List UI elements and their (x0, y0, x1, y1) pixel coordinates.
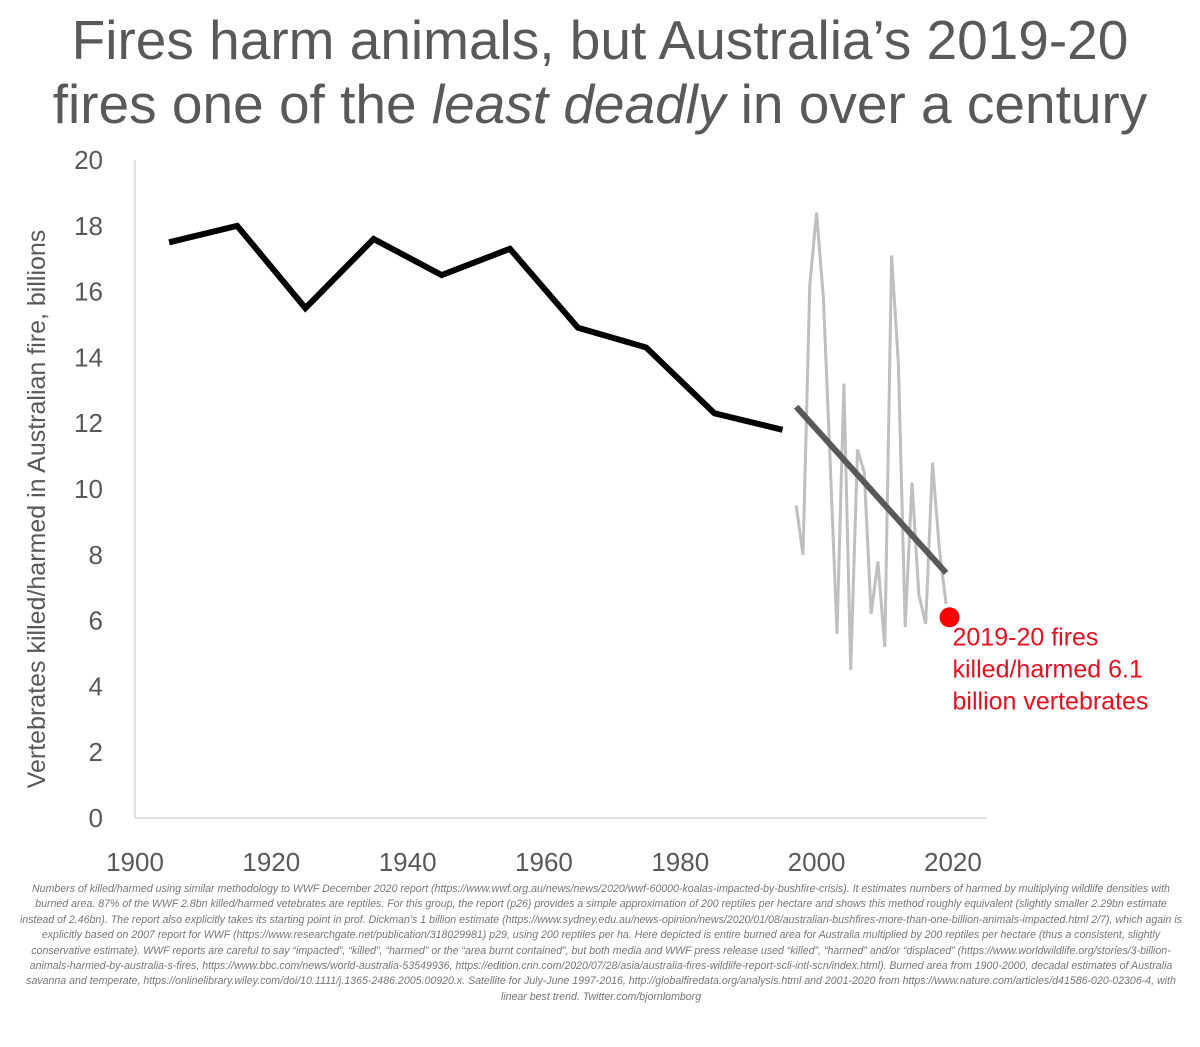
chart-axes: 0 2 4 6 8 10 12 14 16 18 20 1900 1920 1940 1960 1980 200… (23, 145, 987, 877)
y-tick-label: 0 (89, 803, 103, 833)
title-line-2-emphasis: least deadly (431, 73, 726, 135)
y-tick-label: 2 (89, 737, 103, 767)
x-tick-label: 1920 (242, 847, 300, 877)
annotation-line: 2019-20 fires (953, 623, 1099, 651)
series-line-decadal (168, 222, 784, 433)
x-tick-label: 1940 (379, 847, 437, 877)
y-tick-label: 4 (89, 671, 103, 701)
line-chart: 0 2 4 6 8 10 12 14 16 18 20 1900 1920 1940 1960 1980 200… (23, 145, 1149, 877)
title-line-2: fires one of the least deadly in over a … (0, 72, 1200, 136)
x-tick-label: 2000 (788, 847, 846, 877)
x-tick-label: 1980 (651, 847, 709, 877)
chart-title: Fires harm animals, but Australia’s 2019… (0, 8, 1200, 136)
y-tick-label: 12 (74, 408, 103, 438)
title-line-2-end: in over a century (725, 73, 1148, 135)
x-tick-label: 1900 (106, 847, 164, 877)
annotation-line: billion vertebrates (953, 687, 1149, 715)
title-line-1: Fires harm animals, but Australia’s 2019… (71, 9, 1129, 71)
y-tick-label: 6 (89, 606, 103, 636)
series-line-linear-best-trend (793, 404, 949, 575)
y-tick-label: 16 (74, 277, 103, 307)
y-tick-label: 18 (74, 211, 103, 241)
x-tick-label: 1960 (515, 847, 573, 877)
y-tick-label: 8 (89, 540, 103, 570)
title-line-2-start: fires one of the (52, 73, 432, 135)
x-tick-label: 2020 (924, 847, 982, 877)
series-line-annual (794, 212, 948, 671)
y-tick-label: 14 (74, 342, 103, 372)
y-tick-label: 20 (74, 145, 103, 175)
chart-marks: 2019-20 fires killed/harmed 6.1 billion ve… (168, 212, 1149, 715)
annotation-line: killed/harmed 6.1 (953, 655, 1143, 683)
highlight-point-2019-20 (939, 607, 960, 628)
source-footnote: Numbers of killed/harmed using similar m… (20, 883, 1182, 1003)
y-tick-label: 10 (74, 474, 103, 504)
y-axis-label: Vertebrates killed/harmed in Australian … (23, 230, 51, 789)
